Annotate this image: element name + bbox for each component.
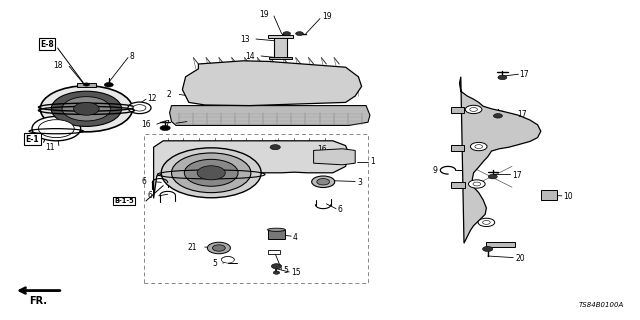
Text: 14: 14 — [245, 52, 255, 60]
Circle shape — [40, 86, 132, 132]
Circle shape — [133, 105, 146, 111]
Circle shape — [172, 153, 251, 193]
Circle shape — [493, 114, 502, 118]
Polygon shape — [314, 149, 355, 165]
Circle shape — [271, 264, 282, 269]
Text: 17: 17 — [517, 110, 527, 119]
Text: 11: 11 — [45, 143, 54, 152]
Circle shape — [83, 83, 90, 86]
Ellipse shape — [268, 228, 285, 231]
Text: 4: 4 — [293, 233, 298, 242]
Text: 10: 10 — [563, 192, 573, 201]
Circle shape — [184, 159, 238, 186]
Circle shape — [312, 176, 335, 188]
Text: B-1-5: B-1-5 — [114, 198, 134, 204]
Circle shape — [283, 32, 291, 36]
Bar — [77, 83, 96, 87]
Text: 16: 16 — [317, 145, 326, 154]
Circle shape — [483, 246, 493, 252]
Circle shape — [212, 245, 225, 251]
Polygon shape — [170, 106, 370, 125]
Text: TS84B0100A: TS84B0100A — [579, 302, 624, 308]
Circle shape — [51, 91, 122, 126]
Circle shape — [161, 148, 261, 198]
Bar — [274, 37, 287, 58]
Circle shape — [104, 83, 113, 87]
Text: 2: 2 — [167, 90, 172, 99]
Text: 21: 21 — [188, 243, 197, 252]
Circle shape — [317, 179, 330, 185]
Text: 15: 15 — [291, 268, 301, 277]
Polygon shape — [182, 61, 362, 106]
Text: 20: 20 — [515, 254, 525, 263]
Polygon shape — [460, 77, 541, 243]
Circle shape — [270, 145, 280, 150]
Text: 17: 17 — [520, 70, 529, 79]
Circle shape — [470, 108, 477, 111]
Circle shape — [468, 180, 485, 188]
Bar — [269, 57, 292, 59]
Text: 9: 9 — [432, 166, 437, 175]
Circle shape — [475, 145, 483, 148]
Circle shape — [296, 32, 303, 36]
Bar — [486, 242, 515, 247]
Circle shape — [473, 182, 481, 186]
Circle shape — [207, 242, 230, 254]
Circle shape — [488, 174, 497, 179]
Circle shape — [38, 120, 74, 138]
Bar — [451, 182, 465, 188]
Circle shape — [498, 75, 507, 80]
Bar — [541, 190, 557, 200]
Text: 6: 6 — [147, 191, 152, 200]
Circle shape — [221, 257, 234, 263]
Text: 6: 6 — [141, 177, 146, 186]
Circle shape — [465, 105, 482, 114]
Circle shape — [470, 142, 487, 151]
Bar — [451, 107, 464, 113]
Text: 8: 8 — [130, 52, 134, 61]
Circle shape — [273, 271, 280, 274]
Circle shape — [483, 220, 490, 224]
Bar — [268, 35, 293, 38]
Bar — [451, 145, 464, 151]
Bar — [268, 250, 280, 254]
Text: 18: 18 — [53, 61, 63, 70]
Polygon shape — [154, 141, 349, 198]
Circle shape — [74, 102, 99, 115]
Circle shape — [478, 218, 495, 227]
Text: 5: 5 — [212, 260, 218, 268]
Circle shape — [128, 102, 151, 114]
Text: 5: 5 — [284, 266, 289, 275]
Circle shape — [197, 166, 225, 180]
Text: E-8: E-8 — [40, 40, 54, 49]
Text: 19: 19 — [322, 12, 332, 21]
Circle shape — [62, 97, 111, 121]
Bar — [268, 230, 285, 239]
Text: 16: 16 — [141, 120, 150, 129]
Text: E-1: E-1 — [26, 135, 39, 144]
Text: 1: 1 — [370, 157, 374, 166]
Text: 6: 6 — [338, 205, 343, 214]
Circle shape — [32, 116, 81, 141]
Text: 19: 19 — [259, 10, 269, 19]
Text: FR.: FR. — [29, 296, 47, 306]
Text: 13: 13 — [240, 35, 250, 44]
Text: 7: 7 — [164, 120, 170, 129]
Bar — [144, 134, 368, 283]
Text: 17: 17 — [512, 171, 522, 180]
Text: 3: 3 — [357, 178, 362, 187]
Text: 12: 12 — [147, 94, 157, 103]
Circle shape — [160, 125, 170, 131]
